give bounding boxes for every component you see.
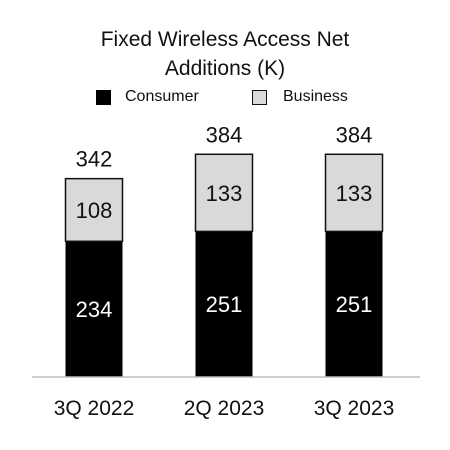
legend-swatch-business [252,90,267,105]
bar-segment-business [64,177,124,243]
x-tick-label: 2Q 2023 [184,397,265,420]
bar-segment-consumer [195,231,253,377]
x-tick-label: 3Q 2023 [314,397,395,420]
bar-value-label: 133 [336,181,373,206]
bar-total-label: 342 [76,147,113,172]
bar-value-label: 251 [336,292,373,317]
legend-swatch-consumer [96,90,111,105]
legend-label-business: Business [283,88,348,105]
bar-value-label: 133 [206,181,243,206]
bar-value-label: 108 [76,198,113,223]
chart-title-line-1: Fixed Wireless Access Net [100,28,350,51]
bar-segment-business [194,153,254,233]
bar-value-label: 234 [76,297,113,322]
bar-total-label: 384 [206,122,243,147]
chart-title-line-2: Additions (K) [164,57,286,80]
legend-label-consumer: Consumer [125,88,199,105]
bar-segment-business [324,153,384,233]
bar-segment-consumer [325,231,383,377]
x-tick-label: 3Q 2022 [54,397,135,420]
bar-value-label: 251 [206,292,243,317]
bar-segment-consumer [65,241,123,377]
bar-total-label: 384 [336,122,373,147]
